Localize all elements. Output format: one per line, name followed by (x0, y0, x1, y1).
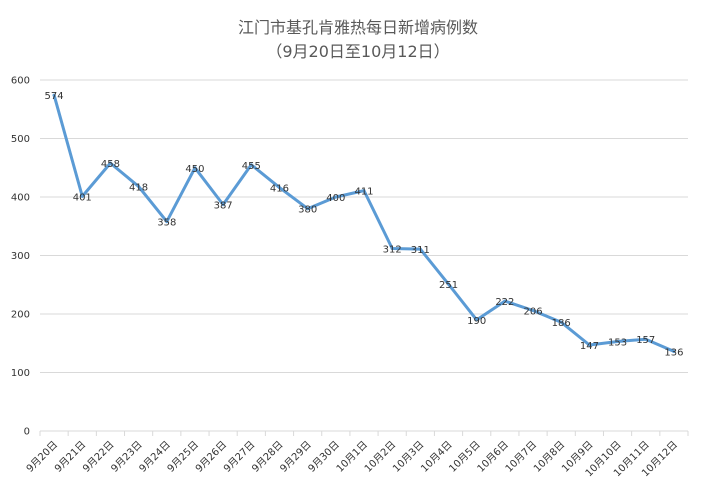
data-label: 136 (664, 347, 683, 358)
data-label: 416 (270, 184, 289, 195)
data-label: 147 (580, 341, 599, 352)
data-point (672, 349, 676, 353)
y-tick-label: 200 (11, 310, 30, 321)
data-point (390, 246, 394, 250)
data-label: 455 (242, 161, 261, 172)
data-point (165, 220, 169, 224)
y-tick-label: 300 (11, 251, 30, 262)
y-tick-label: 600 (11, 76, 30, 87)
data-label: 312 (383, 244, 402, 255)
data-point (306, 207, 310, 211)
data-label: 380 (298, 205, 317, 216)
data-label: 186 (552, 318, 571, 329)
data-point (277, 186, 281, 190)
data-point (418, 247, 422, 251)
data-point (531, 308, 535, 312)
y-tick-label: 100 (11, 368, 30, 379)
data-label: 400 (326, 193, 345, 204)
data-point (80, 194, 84, 198)
data-point (52, 93, 56, 97)
data-label: 153 (608, 337, 627, 348)
data-point (137, 184, 141, 188)
data-point (503, 299, 507, 303)
data-point (616, 339, 620, 343)
data-label: 450 (185, 164, 204, 175)
data-label: 418 (129, 182, 148, 193)
y-tick-label: 0 (24, 427, 30, 438)
data-point (108, 161, 112, 165)
data-label: 387 (214, 201, 233, 212)
data-label: 311 (411, 245, 430, 256)
data-label: 206 (523, 306, 542, 317)
y-tick-label: 400 (11, 193, 30, 204)
data-point (559, 320, 563, 324)
data-point (644, 337, 648, 341)
data-label: 401 (73, 192, 92, 203)
data-label: 222 (495, 297, 514, 308)
data-label: 190 (467, 316, 486, 327)
data-label: 458 (101, 159, 120, 170)
data-point (362, 189, 366, 193)
data-point (475, 318, 479, 322)
data-label: 411 (354, 187, 373, 198)
chart-subtitle: （9月20日至10月12日） (266, 42, 450, 61)
data-label: 251 (439, 280, 458, 291)
y-tick-label: 500 (11, 134, 30, 145)
data-point (193, 166, 197, 170)
data-label: 358 (157, 218, 176, 229)
series-line (52, 93, 676, 353)
data-point (221, 203, 225, 207)
chart-title: 江门市基孔肯雅热每日新增病例数 (237, 18, 478, 37)
data-point (249, 163, 253, 167)
data-label: 574 (45, 91, 64, 102)
data-point (334, 195, 338, 199)
data-point (447, 282, 451, 286)
data-point (587, 343, 591, 347)
data-label: 157 (636, 335, 655, 346)
